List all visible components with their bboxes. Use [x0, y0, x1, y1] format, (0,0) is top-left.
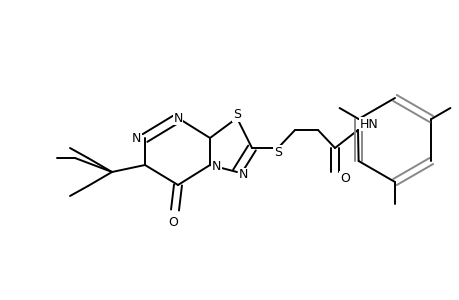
Text: N: N: [131, 131, 141, 145]
Text: N: N: [173, 112, 182, 124]
Text: HN: HN: [359, 118, 378, 130]
Text: O: O: [339, 172, 349, 184]
Text: O: O: [168, 215, 178, 229]
Text: N: N: [212, 160, 221, 173]
Text: S: S: [274, 146, 281, 158]
Text: N: N: [239, 169, 248, 182]
Text: S: S: [233, 109, 241, 122]
